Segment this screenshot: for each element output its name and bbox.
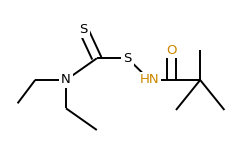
Text: S: S <box>79 24 88 36</box>
Text: N: N <box>61 74 71 87</box>
Text: HN: HN <box>140 74 159 87</box>
Text: S: S <box>123 52 132 65</box>
Text: O: O <box>166 44 177 57</box>
